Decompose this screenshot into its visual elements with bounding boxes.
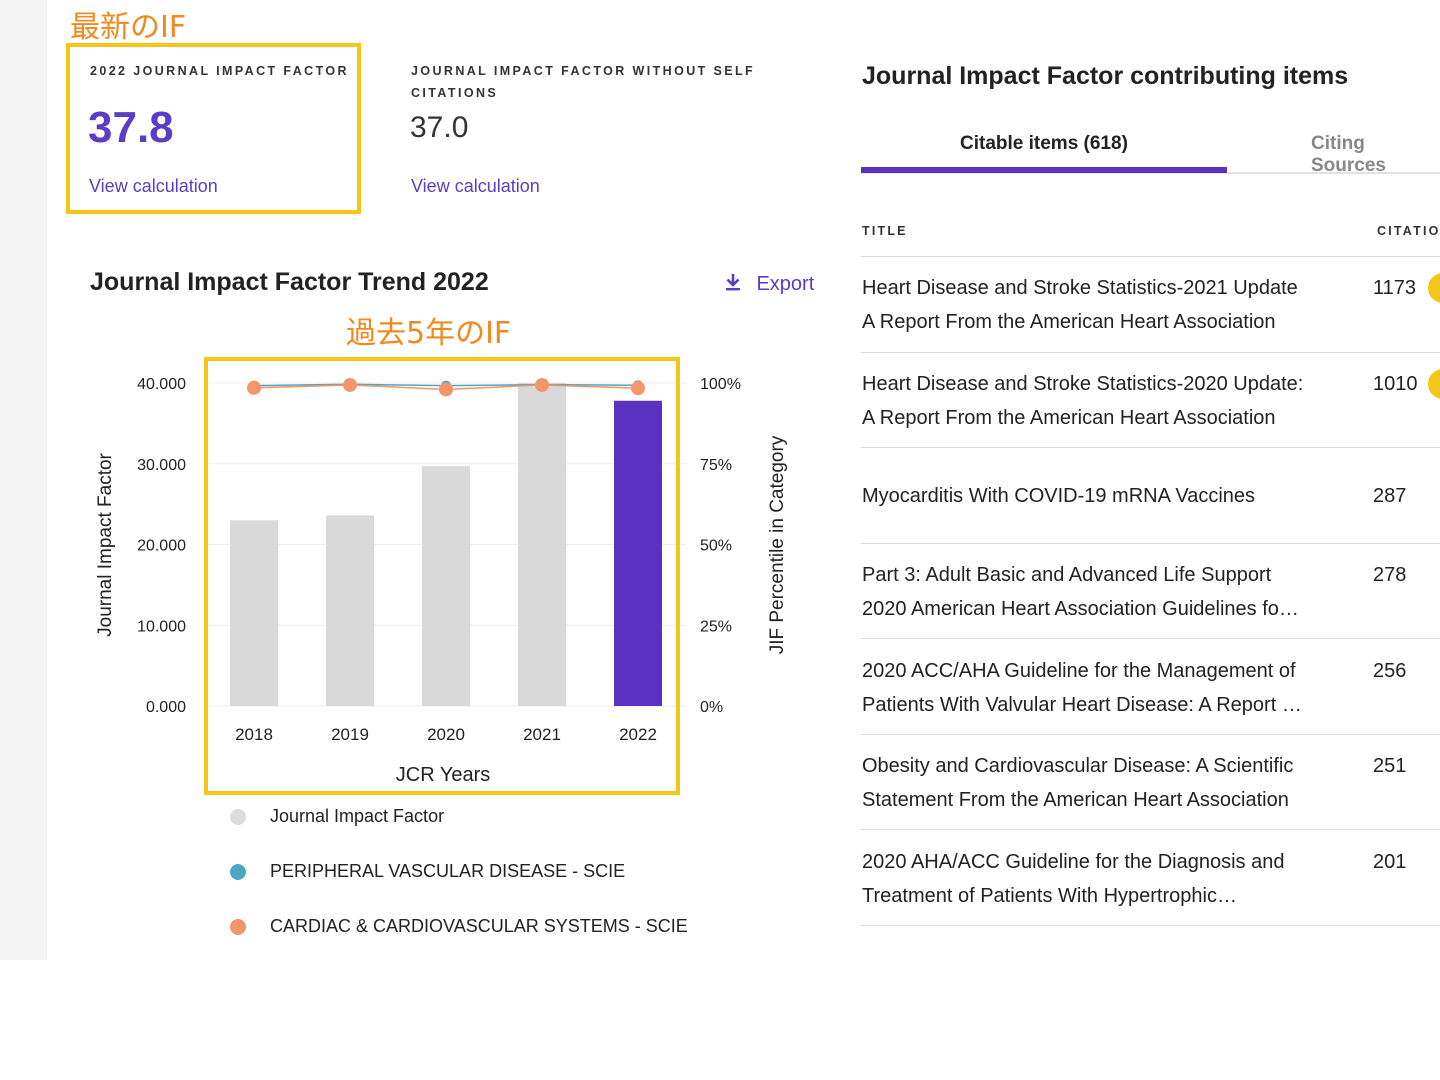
bar-2019: [326, 515, 374, 706]
jif-no-self-label-line1: JOURNAL IMPACT FACTOR WITHOUT SELF: [411, 64, 756, 78]
y2-axis-title: JIF Percentile in Category: [767, 435, 788, 654]
contributing-items-title: Journal Impact Factor contributing items: [862, 62, 1349, 90]
series-point-cardiac: [535, 377, 549, 392]
y-tick-label: 30.000: [137, 457, 186, 474]
row-title-line1: Myocarditis With COVID-19 mRNA Vaccines: [862, 485, 1256, 507]
y-tick-label: 10.000: [137, 618, 186, 635]
y2-tick-label: 0%: [700, 699, 723, 716]
row-divider: [861, 543, 1440, 544]
table-row[interactable]: Part 3: Adult Basic and Advanced Life Su…: [862, 558, 1299, 626]
row-citations: 201: [1373, 851, 1407, 873]
row-title-line2: 2020 American Heart Association Guidelin…: [862, 598, 1299, 620]
row-title-line1: Heart Disease and Stroke Statistics-2020…: [862, 373, 1304, 395]
row-title-line2: A Report From the American Heart Associa…: [862, 407, 1276, 429]
series-point-cardiac: [247, 380, 261, 395]
row-divider: [861, 734, 1440, 735]
table-row[interactable]: Myocarditis With COVID-19 mRNA Vaccines: [862, 479, 1255, 513]
series-point-cardiac: [343, 377, 357, 392]
active-tab-indicator: [861, 167, 1227, 173]
x-tick-label: 2020: [427, 725, 465, 744]
bar-2018: [230, 520, 278, 706]
tab-citing-sources[interactable]: Citing Sources: [1311, 133, 1386, 176]
table-row[interactable]: Heart Disease and Stroke Statistics-2020…: [862, 367, 1303, 435]
row-citations: 287: [1373, 485, 1407, 507]
y2-tick-label: 25%: [700, 618, 732, 635]
y2-tick-label: 50%: [700, 538, 732, 555]
x-tick-label: 2022: [619, 725, 657, 744]
jif-no-self-view-calculation-link[interactable]: View calculation: [411, 176, 540, 196]
row-divider: [861, 829, 1440, 830]
column-header-citations[interactable]: CITATIO: [1377, 224, 1440, 238]
row-citations: 1010: [1373, 373, 1418, 395]
row-citations: 278: [1373, 564, 1407, 586]
row-citations: 251: [1373, 755, 1407, 777]
latest-if-highlight-box: [66, 43, 361, 214]
tabs-divider: [861, 172, 1440, 174]
jif-view-calculation-link[interactable]: View calculation: [89, 176, 218, 196]
row-title-line1: Heart Disease and Stroke Statistics-2021…: [862, 277, 1298, 299]
y2-tick-label: 100%: [700, 376, 741, 393]
bar-2020: [422, 466, 470, 706]
row-title-line2: Treatment of Patients With Hypertrophic…: [862, 885, 1237, 907]
y-tick-label: 20.000: [137, 538, 186, 555]
x-tick-label: 2021: [523, 725, 561, 744]
export-label: Export: [756, 273, 815, 295]
row-divider: [861, 447, 1440, 448]
row-title-line2: Patients With Valvular Heart Disease: A …: [862, 694, 1302, 716]
row-divider: [861, 638, 1440, 639]
legend-dot-cardiac: [230, 919, 246, 935]
table-header-divider: [861, 256, 1440, 257]
left-sidebar-strip: [0, 0, 47, 960]
export-button[interactable]: Export: [724, 272, 814, 297]
legend-label-peripheral: PERIPHERAL VASCULAR DISEASE - SCIE: [270, 861, 626, 881]
y-axis-title: Journal Impact Factor: [95, 452, 116, 636]
row-title-line1: 2020 AHA/ACC Guideline for the Diagnosis…: [862, 851, 1285, 873]
trend-title: Journal Impact Factor Trend 2022: [90, 268, 489, 296]
column-header-title[interactable]: TITLE: [862, 224, 908, 238]
legend-dot-peripheral: [230, 864, 246, 880]
table-row[interactable]: Obesity and Cardiovascular Disease: A Sc…: [862, 749, 1293, 817]
tab-citable-items[interactable]: Citable items (618): [960, 133, 1128, 154]
jif-no-self-value: 37.0: [410, 111, 469, 144]
jif-label: 2022 JOURNAL IMPACT FACTOR: [90, 64, 349, 78]
jif-value: 37.8: [88, 103, 174, 152]
past-five-years-highlight-box: [204, 357, 680, 795]
y-tick-label: 40.000: [137, 376, 186, 393]
row-title-line1: 2020 ACC/AHA Guideline for the Managemen…: [862, 660, 1296, 682]
y-tick-label: 0.000: [146, 699, 186, 716]
table-row[interactable]: 2020 ACC/AHA Guideline for the Managemen…: [862, 654, 1302, 722]
bar-2022: [614, 400, 662, 706]
row-title-line2: Statement From the American Heart Associ…: [862, 789, 1289, 811]
series-point-cardiac: [439, 382, 453, 397]
legend-label-cardiac: CARDIAC & CARDIOVASCULAR SYSTEMS - SCIE: [270, 916, 688, 936]
row-title-line1: Part 3: Adult Basic and Advanced Life Su…: [862, 564, 1272, 586]
highly-cited-badge-icon: [1428, 273, 1440, 303]
table-row[interactable]: Heart Disease and Stroke Statistics-2021…: [862, 271, 1298, 339]
legend-label-jif: Journal Impact Factor: [270, 806, 445, 826]
y2-tick-label: 75%: [700, 457, 732, 474]
x-tick-label: 2019: [331, 725, 369, 744]
row-citations: 256: [1373, 660, 1407, 682]
row-divider: [861, 925, 1440, 926]
jif-no-self-label-line2: CITATIONS: [411, 86, 499, 100]
past-five-years-annotation: 過去5年のIF: [346, 316, 512, 351]
x-axis-title: JCR Years: [396, 764, 491, 786]
row-title-line2: A Report From the American Heart Associa…: [862, 311, 1276, 333]
latest-if-annotation: 最新のIF: [70, 10, 187, 45]
series-point-cardiac: [631, 381, 645, 396]
highly-cited-badge-icon: [1428, 369, 1440, 399]
row-title-line1: Obesity and Cardiovascular Disease: A Sc…: [862, 755, 1294, 777]
row-divider: [861, 352, 1440, 353]
bar-2021: [518, 383, 566, 706]
x-tick-label: 2018: [235, 725, 273, 744]
table-row[interactable]: 2020 AHA/ACC Guideline for the Diagnosis…: [862, 845, 1284, 913]
download-icon: [724, 272, 742, 297]
row-citations: 1173: [1373, 277, 1417, 299]
legend-dot-jif: [230, 809, 246, 825]
